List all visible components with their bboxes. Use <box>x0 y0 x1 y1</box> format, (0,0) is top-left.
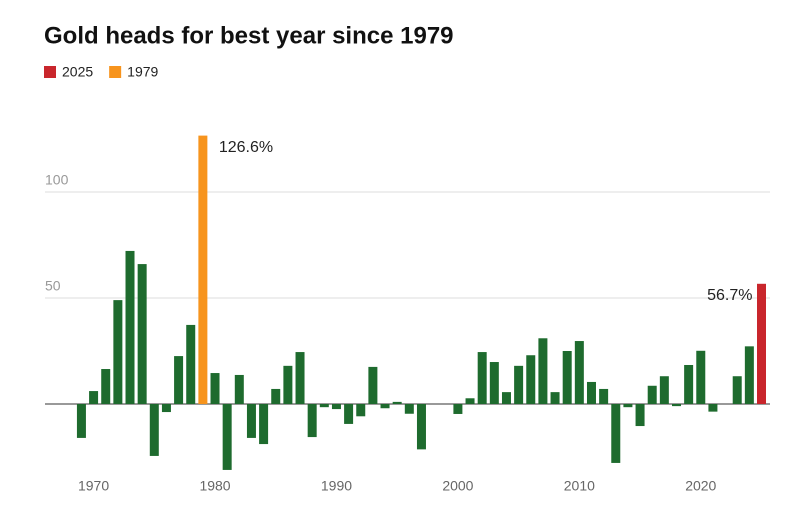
bar <box>453 404 463 414</box>
bar <box>756 283 766 404</box>
bar <box>526 355 536 404</box>
x-tick-label: 1990 <box>321 478 352 494</box>
chart-title: Gold heads for best year since 1979 <box>44 22 454 49</box>
bar <box>647 385 657 404</box>
bar <box>234 374 244 404</box>
legend-swatch <box>109 66 122 78</box>
bar <box>416 404 426 450</box>
bar <box>210 373 220 404</box>
x-tick-label: 2010 <box>564 478 595 494</box>
legend-label: 2025 <box>62 64 93 80</box>
legend-label: 1979 <box>127 64 158 80</box>
bar <box>246 404 256 438</box>
bar <box>295 352 305 404</box>
bar <box>489 362 499 404</box>
bar <box>259 404 269 445</box>
bar <box>137 264 147 404</box>
bar <box>222 404 232 470</box>
bar <box>319 404 329 408</box>
data-label: 56.7% <box>707 287 752 304</box>
bar <box>392 401 402 404</box>
bar <box>307 404 317 438</box>
bar <box>331 404 341 410</box>
bar <box>76 404 86 438</box>
bar <box>271 388 281 404</box>
bar <box>198 135 208 404</box>
bar <box>344 404 354 424</box>
data-label: 126.6% <box>219 139 273 156</box>
y-tick-label: 100 <box>45 172 69 188</box>
y-tick-label: 50 <box>45 278 61 294</box>
bar <box>659 376 669 404</box>
x-tick-label: 1980 <box>199 478 230 494</box>
bar <box>696 350 706 404</box>
bar <box>368 366 378 404</box>
x-tick-label: 2000 <box>442 478 473 494</box>
legend-swatch <box>44 66 56 78</box>
bar <box>684 364 694 404</box>
bar <box>550 392 560 404</box>
bar <box>586 381 596 404</box>
bar <box>574 341 584 404</box>
bar <box>538 338 548 404</box>
bar <box>89 391 99 404</box>
bar <box>623 404 633 408</box>
bar <box>380 404 390 409</box>
bar <box>283 365 293 404</box>
bar <box>161 404 171 413</box>
bar <box>174 356 184 404</box>
bar <box>744 346 754 404</box>
bar <box>501 392 511 404</box>
bar <box>356 404 366 417</box>
bar <box>599 388 609 404</box>
bar <box>101 369 111 404</box>
bar <box>113 300 123 404</box>
bar <box>635 404 645 427</box>
bar <box>611 404 621 463</box>
bar <box>186 324 196 404</box>
x-tick-label: 2020 <box>685 478 716 494</box>
bar <box>514 365 524 404</box>
bar <box>708 404 718 412</box>
bar <box>562 351 572 404</box>
x-tick-label: 1970 <box>78 478 109 494</box>
bar <box>671 404 681 407</box>
bar <box>149 404 159 456</box>
bar <box>465 398 475 404</box>
bar <box>404 404 414 414</box>
bar <box>477 352 487 404</box>
bar <box>732 376 742 404</box>
bar <box>125 250 135 404</box>
